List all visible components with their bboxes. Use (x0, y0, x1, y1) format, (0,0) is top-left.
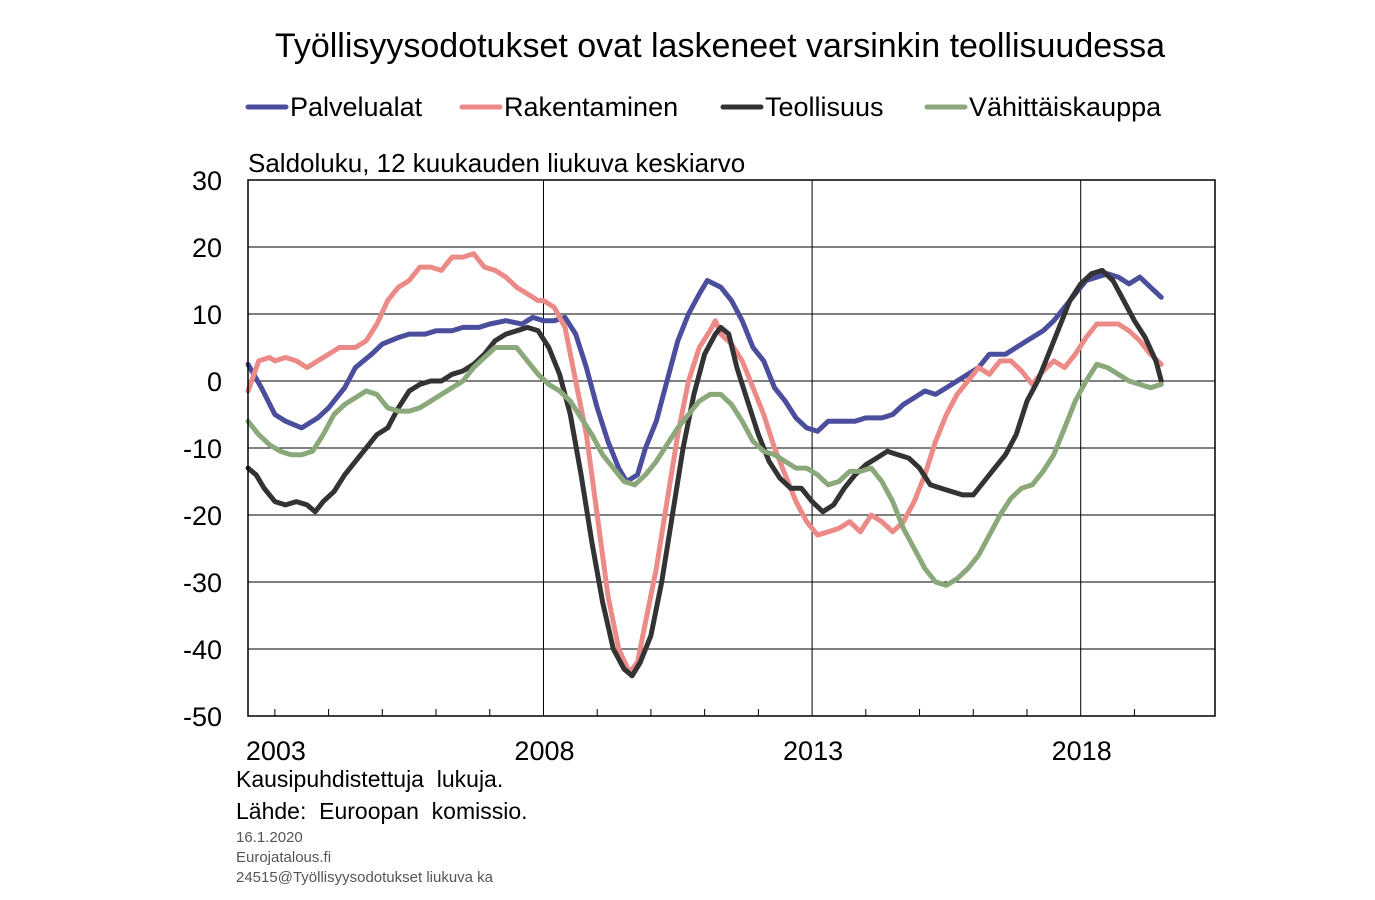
y-tick-label: -30 (183, 568, 222, 598)
series-layer (245, 251, 1164, 679)
legend-label: Rakentaminen (504, 92, 678, 122)
legend-label: Palvelualat (290, 92, 423, 122)
series-line-v-hitt-iskauppa (245, 345, 1164, 588)
legend-label: Vähittäiskauppa (969, 92, 1162, 122)
note-source: Lähde: Euroopan komissio. (236, 798, 528, 824)
series-line-rakentaminen (245, 251, 1164, 675)
x-tick-label: 2008 (514, 736, 574, 766)
y-tick-label: -20 (183, 501, 222, 531)
plot-area-border (247, 179, 1216, 717)
chart-subtitle: Saldoluku, 12 kuukauden liukuva keskiarv… (248, 148, 745, 178)
x-tick-label: 2003 (246, 736, 306, 766)
series-line-palvelualat (245, 271, 1164, 484)
x-axis-labels: 2003 2008 2013 2018 (246, 736, 1112, 766)
y-tick-label: 20 (192, 233, 222, 263)
y-tick-label: 30 (192, 166, 222, 196)
x-tick-label: 2013 (783, 736, 843, 766)
y-axis-labels: 30 20 10 0 -10 -20 -30 -40 -50 (183, 166, 222, 732)
chart-title: Työllisyysodotukset ovat laskeneet varsi… (275, 27, 1165, 65)
x-tick-label: 2018 (1052, 736, 1112, 766)
y-tick-label: -10 (183, 434, 222, 464)
y-tick-label: -40 (183, 635, 222, 665)
legend-label: Teollisuus (765, 92, 884, 122)
gridlines (248, 180, 1215, 716)
y-tick-label: 10 (192, 300, 222, 330)
meta-ref: 24515@Työllisyysodotukset liukuva ka (236, 869, 494, 886)
y-tick-label: -50 (183, 702, 222, 732)
meta-date: 16.1.2020 (236, 829, 303, 846)
meta-site: Eurojatalous.fi (236, 849, 331, 866)
x-minor-ticks (274, 709, 1135, 716)
series-line-teollisuus (245, 267, 1164, 679)
note-seasonally-adjusted: Kausipuhdistettuja lukuja. (236, 766, 503, 792)
legend: Palvelualat Rakentaminen Teollisuus Vähittä… (245, 92, 1162, 122)
y-tick-label: 0 (207, 367, 222, 397)
